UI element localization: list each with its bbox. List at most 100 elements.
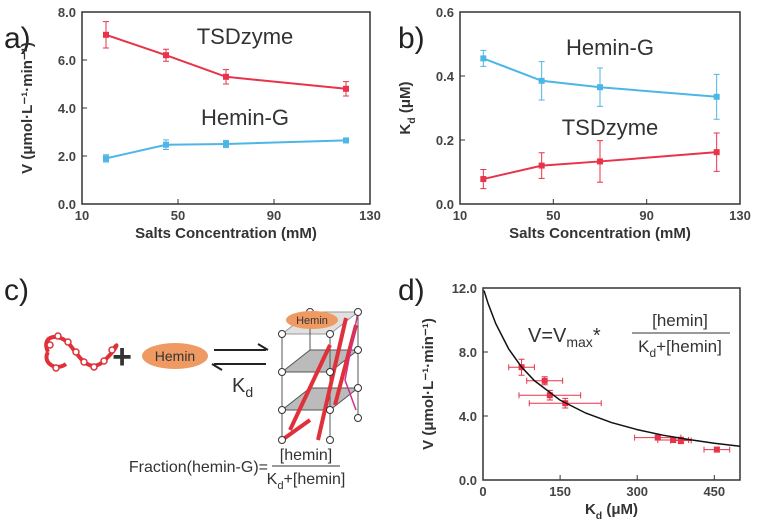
series-label: TSDzyme <box>197 24 294 49</box>
point <box>343 85 349 92</box>
y-tick-label: 8.0 <box>58 5 76 20</box>
fraction-denominator-part: d <box>277 480 283 492</box>
fraction-numerator: [hemin] <box>280 447 332 464</box>
point <box>713 446 720 453</box>
formula-denominator: Kd+[hemin] <box>638 337 722 360</box>
series-label: TSDzyme <box>562 115 659 140</box>
point <box>103 31 109 38</box>
x-axis-label-part: (μM) <box>602 501 638 518</box>
formula-lhs-part: * <box>593 325 601 347</box>
x-tick-label: 90 <box>267 208 281 223</box>
point <box>541 377 548 384</box>
x-axis-label: Kd (μM) <box>585 501 638 522</box>
x-axis-label-part: Salts Concentration (mM) <box>135 225 317 242</box>
x-axis-label-part: K <box>585 501 596 518</box>
point <box>163 52 169 59</box>
hemin-blob <box>286 311 338 329</box>
formula-numerator: [hemin] <box>652 311 708 330</box>
point <box>597 84 603 91</box>
point <box>597 158 603 165</box>
x-tick-label: 10 <box>75 208 89 223</box>
formula-denominator-part: +[hemin] <box>656 337 722 356</box>
y-axis-label-part: K <box>397 124 414 135</box>
point <box>538 77 545 84</box>
y-axis-label-part: V (μmol·L⁻¹·min⁻¹) <box>19 42 36 174</box>
y-tick-label: 4.0 <box>58 101 76 116</box>
y-axis-label: V (μmol·L⁻¹·min⁻¹) <box>19 42 36 174</box>
point <box>223 73 229 80</box>
y-axis-label-part: (μM) <box>397 81 414 117</box>
point <box>480 176 487 183</box>
x-tick-label: 50 <box>171 208 185 223</box>
x-tick-label: 50 <box>546 208 560 223</box>
plus-sign: + <box>112 338 132 376</box>
point <box>163 141 169 148</box>
y-tick-label: 0.0 <box>436 197 454 212</box>
x-tick-label: 150 <box>549 484 571 499</box>
fraction-denominator: Kd+[hemin] <box>267 471 346 492</box>
panel-label: a) <box>4 22 31 55</box>
y-axis-label: V (μmol·L⁻¹·min⁻¹) <box>420 318 437 450</box>
x-tick-label: 90 <box>639 208 653 223</box>
fraction-denominator-part: K <box>267 471 278 488</box>
diagram <box>44 308 362 467</box>
kd-label-part: K <box>232 375 246 397</box>
y-tick-label: 0.6 <box>436 5 454 20</box>
point <box>480 55 487 62</box>
y-tick-label: 12.0 <box>452 281 477 296</box>
kd-label: Kd <box>232 375 253 400</box>
y-tick-label: 0.0 <box>459 473 477 488</box>
x-tick-label: 10 <box>453 208 467 223</box>
x-axis-label: Salts Concentration (mM) <box>509 225 691 242</box>
fraction-lhs: Fraction(hemin-G)= <box>129 459 268 476</box>
panel-label: b) <box>398 22 425 55</box>
formula-denominator-part: d <box>650 346 657 360</box>
y-tick-label: 0.2 <box>436 133 454 148</box>
series-line <box>483 290 741 447</box>
hemin-blob <box>142 343 208 369</box>
series-line <box>105 139 347 160</box>
y-tick-label: 2.0 <box>58 149 76 164</box>
strand-beads <box>46 332 116 372</box>
formula-denominator-part: K <box>638 337 650 356</box>
point <box>103 155 109 162</box>
plot-frame <box>459 11 741 205</box>
point <box>713 149 720 156</box>
formula-lhs-part: max <box>566 334 592 350</box>
plot-frame <box>482 287 741 481</box>
x-tick-label: 130 <box>359 208 381 223</box>
point <box>223 141 229 147</box>
y-axis-label-part: d <box>406 117 418 123</box>
x-tick-label: 300 <box>626 484 648 499</box>
kd-label-part: d <box>245 384 253 400</box>
x-axis-label-part: Salts Concentration (mM) <box>509 225 691 242</box>
formula-lhs-part: V=V <box>528 325 567 347</box>
reverse-arrow <box>211 363 266 371</box>
fraction-denominator-part: +[hemin] <box>284 471 346 488</box>
fraction-numerator-part: [hemin] <box>280 447 332 464</box>
y-axis-label-part: V (μmol·L⁻¹·min⁻¹) <box>420 318 437 450</box>
y-axis-label: Kd (μM) <box>397 81 418 134</box>
point <box>713 93 720 100</box>
y-tick-label: 0.4 <box>436 69 455 84</box>
panel-label: d) <box>398 274 425 307</box>
x-tick-label: 450 <box>703 484 725 499</box>
point <box>538 162 545 169</box>
panel-label: c) <box>4 274 29 307</box>
x-axis-label-part: d <box>596 510 602 522</box>
y-tick-label: 0.0 <box>58 197 76 212</box>
forward-arrow <box>214 343 269 351</box>
point <box>677 437 684 444</box>
fraction-lhs-part: Fraction(hemin-G)= <box>129 459 268 476</box>
hemin-label: Hemin <box>155 348 195 364</box>
x-tick-label: 130 <box>729 208 751 223</box>
series-line <box>482 57 717 98</box>
series-label: Hemin-G <box>201 105 289 130</box>
formula-numerator-part: [hemin] <box>652 311 708 330</box>
hemin-label: Hemin <box>296 315 328 327</box>
x-tick-label: 0 <box>479 484 486 499</box>
y-tick-label: 4.0 <box>459 409 477 424</box>
y-tick-label: 8.0 <box>459 345 477 360</box>
series-line <box>105 33 347 90</box>
